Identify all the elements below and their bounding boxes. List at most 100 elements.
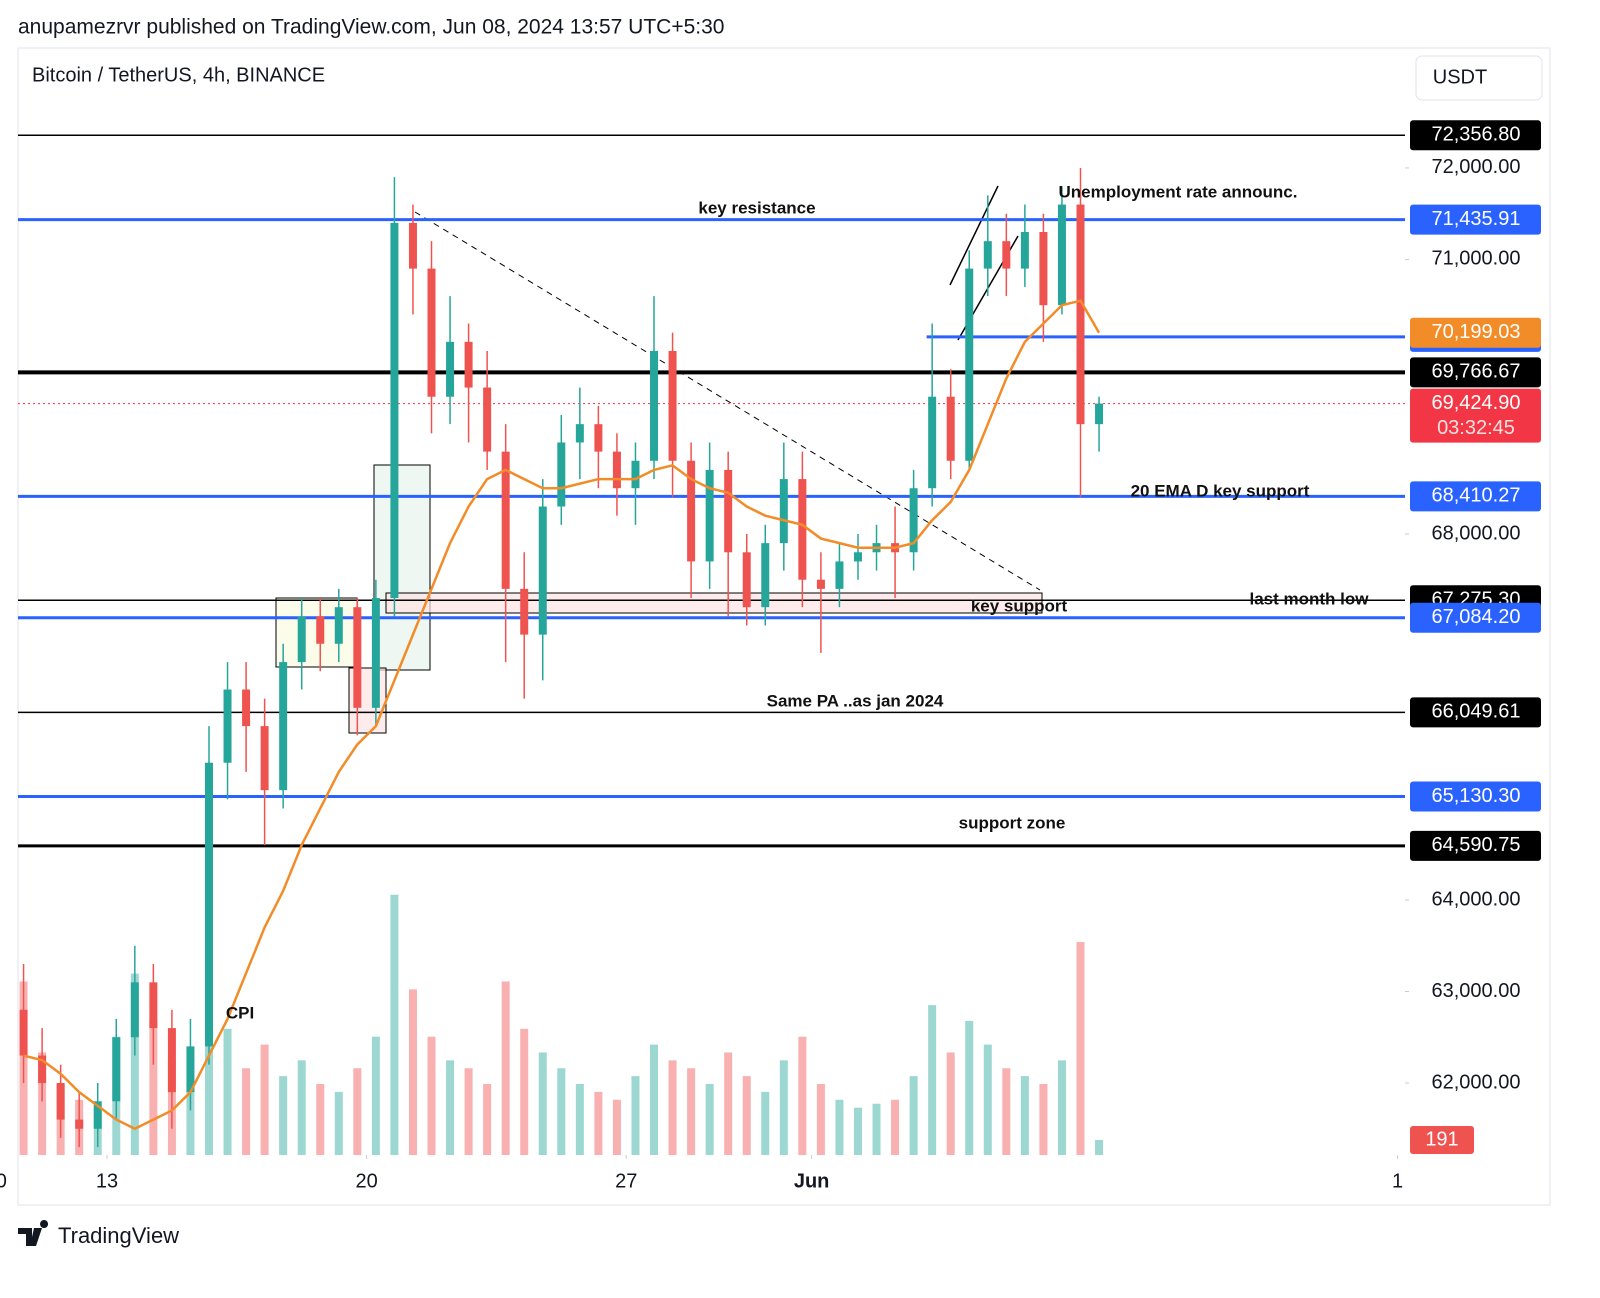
candle-body	[38, 1055, 47, 1083]
y-tick-label: 71,000.00	[1432, 248, 1521, 270]
key-support-zone	[385, 592, 1043, 614]
volume-bar	[464, 1068, 473, 1155]
volume-bar	[928, 1005, 937, 1155]
x-tick-label: Jun	[794, 1170, 830, 1192]
price-label-box	[1410, 481, 1541, 512]
price-label-box	[1410, 697, 1541, 728]
candle-body	[334, 607, 343, 644]
volume-bar	[965, 1020, 974, 1155]
annotation: key resistance	[698, 198, 815, 217]
candle-body	[483, 387, 492, 452]
candle-body	[575, 424, 584, 443]
candle-body	[1095, 403, 1104, 425]
price-label: 65,130.30	[1432, 785, 1521, 807]
volume-bar	[668, 1060, 677, 1155]
volume-bar	[575, 1084, 584, 1155]
volume-bar	[1076, 942, 1085, 1155]
candle-body	[112, 1037, 121, 1102]
candle-body	[520, 588, 529, 635]
candle-body	[56, 1082, 65, 1120]
volume-label-box	[1410, 1126, 1474, 1154]
brand: TradingView	[58, 1223, 179, 1248]
candle-body	[687, 460, 696, 562]
volume-label: 191	[1425, 1128, 1458, 1150]
volume-bar	[816, 1084, 825, 1155]
plot: 72,000.00 71,000.00 68,000.00 64,000.00 63,0…	[0, 120, 1541, 1192]
candle-body	[557, 442, 566, 507]
x-tick-label: 13	[96, 1170, 118, 1192]
price-label: 69,424.90	[1432, 392, 1521, 414]
candle-body	[742, 552, 751, 608]
publish-info: anupamezrvr published on TradingView.com…	[18, 16, 724, 39]
candle-body	[612, 451, 621, 489]
candle-body	[594, 424, 603, 452]
volume-bar	[742, 1076, 751, 1155]
volume-bar	[612, 1099, 621, 1155]
volume-bar	[761, 1091, 770, 1155]
candle-body	[668, 350, 677, 461]
price-label-box	[1410, 830, 1541, 861]
volume-bar	[408, 989, 417, 1155]
candle-body	[724, 469, 733, 553]
candle-body	[501, 451, 510, 589]
y-tick-label: 72,000.00	[1432, 156, 1521, 178]
volume-bar	[390, 894, 399, 1155]
volume-bar	[130, 973, 139, 1155]
candle-body	[965, 268, 974, 461]
symbol-info: Bitcoin / TetherUS, 4h, BINANCE	[32, 64, 325, 86]
candle-body	[1057, 204, 1066, 306]
y-tick-label: 68,000.00	[1432, 522, 1521, 544]
volume-bar	[297, 1060, 306, 1155]
candle-body	[853, 552, 862, 562]
candle-body	[1020, 232, 1029, 269]
price-label-box	[1410, 781, 1541, 812]
candle-body	[371, 598, 380, 708]
candle-body	[835, 561, 844, 589]
candle-body	[909, 488, 918, 553]
candle-body	[297, 616, 306, 663]
volume-bar	[1057, 1060, 1066, 1155]
currency-button[interactable]	[1415, 55, 1543, 101]
candle-body	[983, 241, 992, 269]
volume-bar	[353, 1068, 362, 1155]
candle-body	[204, 762, 213, 1047]
price-label-box	[1410, 204, 1541, 235]
price-label-box	[1410, 357, 1541, 388]
volume-bar	[1020, 1076, 1029, 1155]
price-label: 64,590.75	[1432, 834, 1521, 856]
annotation: 20 EMA D key support	[1131, 481, 1310, 500]
candle-body	[316, 616, 325, 644]
annotation: Unemployment rate announc.	[1059, 182, 1298, 201]
volume-bar	[1039, 1084, 1048, 1155]
candle-body	[1076, 204, 1085, 425]
volume-bar	[872, 1103, 881, 1155]
brand-logo	[18, 1220, 49, 1246]
volume-bar	[38, 1052, 47, 1155]
volume-bar	[334, 1091, 343, 1155]
x-tick-label: 1	[1392, 1170, 1403, 1192]
currency-label[interactable]: USDT	[1433, 66, 1487, 88]
candle-body	[798, 479, 807, 580]
volume-bar	[946, 1052, 955, 1155]
candle-body	[279, 662, 288, 791]
volume-bar	[538, 1052, 547, 1155]
price-label: 68,410.27	[1432, 485, 1521, 507]
candle-body	[390, 222, 399, 599]
volume-bar	[260, 1044, 269, 1155]
annotation: key support	[971, 596, 1068, 615]
volume-bar	[631, 1076, 640, 1155]
volume-bar	[983, 1044, 992, 1155]
price-label: 70,199.03	[1432, 321, 1521, 343]
candle-body	[149, 982, 158, 1029]
y-tick-label: 63,000.00	[1432, 980, 1521, 1002]
chart-frame	[17, 47, 1551, 1206]
price-label-box	[1410, 120, 1541, 151]
volume-bar	[371, 1036, 380, 1155]
volume-bar	[909, 1076, 918, 1155]
x-tick-label: 27	[615, 1170, 637, 1192]
volume-bar	[557, 1068, 566, 1155]
price-label: 66,049.61	[1432, 701, 1521, 723]
price-label-box	[1410, 602, 1541, 633]
